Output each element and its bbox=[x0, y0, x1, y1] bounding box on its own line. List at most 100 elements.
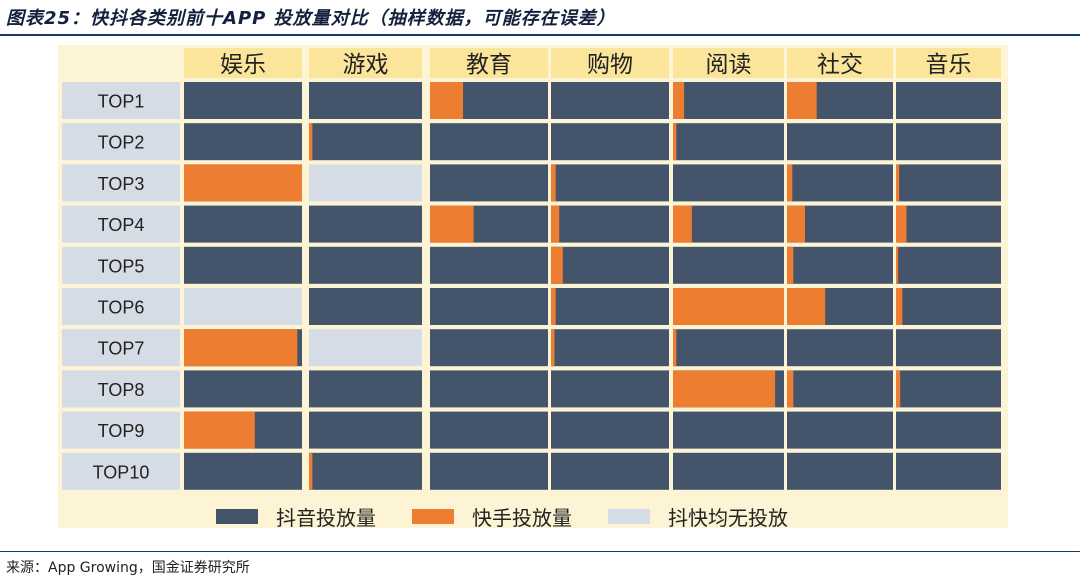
legend-label-none: 抖快均无投放 bbox=[668, 506, 788, 530]
legend-swatch-douyin bbox=[216, 509, 258, 524]
legend-item-kuaishou: 快手投放量 bbox=[412, 502, 572, 531]
column-header-bg bbox=[184, 48, 302, 78]
column-header-bg bbox=[896, 48, 1001, 78]
cell-douyin bbox=[896, 164, 1001, 202]
cell-kuaishou bbox=[673, 370, 776, 408]
cell-douyin bbox=[184, 123, 302, 161]
cell-douyin bbox=[551, 370, 669, 408]
cell-kuaishou bbox=[787, 246, 794, 284]
column-header-label: 音乐 bbox=[926, 52, 972, 78]
cell-douyin bbox=[896, 123, 1001, 161]
cell-no-ads bbox=[309, 329, 422, 367]
cell-douyin bbox=[896, 370, 1001, 408]
row-label: TOP4 bbox=[98, 215, 145, 235]
column-header-bg bbox=[430, 48, 548, 78]
row-label: TOP9 bbox=[98, 421, 145, 441]
cell-kuaishou bbox=[787, 370, 794, 408]
cell-douyin bbox=[551, 288, 669, 325]
cell-douyin bbox=[673, 164, 784, 202]
cell-kuaishou bbox=[551, 288, 556, 325]
cell-douyin bbox=[896, 452, 1001, 490]
cell-kuaishou bbox=[551, 329, 555, 367]
cell-douyin bbox=[309, 205, 422, 243]
row-label: TOP8 bbox=[98, 380, 145, 400]
cell-douyin bbox=[787, 370, 893, 408]
cell-douyin bbox=[896, 82, 1001, 119]
row-label-bg bbox=[62, 246, 180, 284]
cell-douyin bbox=[309, 370, 422, 408]
cell-douyin bbox=[787, 246, 893, 284]
cell-kuaishou bbox=[896, 246, 899, 284]
row-label-bg bbox=[62, 452, 180, 490]
cell-douyin bbox=[896, 411, 1001, 449]
cell-douyin bbox=[309, 452, 422, 490]
legend-item-none: 抖快均无投放 bbox=[608, 502, 788, 531]
column-header-label: 娱乐 bbox=[220, 52, 266, 78]
cell-kuaishou bbox=[896, 164, 900, 202]
cell-douyin bbox=[551, 246, 669, 284]
cell-douyin bbox=[430, 370, 548, 408]
cell-kuaishou bbox=[673, 123, 677, 161]
cell-kuaishou bbox=[787, 82, 817, 119]
column-header-bg bbox=[787, 48, 893, 78]
cell-kuaishou bbox=[896, 288, 903, 325]
cell-douyin bbox=[787, 452, 893, 490]
cell-no-ads bbox=[184, 288, 302, 325]
cell-douyin bbox=[551, 164, 669, 202]
source-note: 来源：App Growing，国金证券研究所 bbox=[6, 560, 250, 576]
column-header-label: 阅读 bbox=[706, 52, 752, 78]
cell-douyin bbox=[551, 123, 669, 161]
cell-douyin bbox=[184, 370, 302, 408]
column-header-label: 社交 bbox=[817, 52, 863, 78]
cell-douyin bbox=[309, 411, 422, 449]
row-label-bg bbox=[62, 205, 180, 243]
cell-douyin bbox=[551, 329, 669, 367]
figure-title: 图表25：快抖各类别前十APP 投放量对比（抽样数据，可能存在误差） bbox=[6, 8, 616, 29]
row-label: TOP10 bbox=[93, 462, 150, 482]
cell-kuaishou bbox=[551, 164, 556, 202]
row-label-bg bbox=[62, 82, 180, 119]
cell-douyin bbox=[896, 246, 1001, 284]
cell-kuaishou bbox=[551, 246, 563, 284]
column-header-label: 购物 bbox=[587, 52, 633, 78]
cell-kuaishou bbox=[184, 411, 255, 449]
cell-douyin bbox=[896, 205, 1001, 243]
cell-kuaishou bbox=[787, 205, 806, 243]
cell-douyin bbox=[551, 411, 669, 449]
cell-douyin bbox=[673, 329, 784, 367]
cell-kuaishou bbox=[551, 205, 560, 243]
cell-douyin bbox=[309, 288, 422, 325]
cell-douyin bbox=[430, 164, 548, 202]
cell-douyin bbox=[787, 164, 893, 202]
column-header-label: 游戏 bbox=[343, 52, 389, 78]
cell-kuaishou bbox=[787, 164, 793, 202]
cell-douyin bbox=[430, 123, 548, 161]
cell-douyin bbox=[309, 123, 422, 161]
cell-douyin bbox=[184, 205, 302, 243]
cell-douyin bbox=[309, 246, 422, 284]
column-header-label: 教育 bbox=[466, 52, 512, 78]
row-label-bg bbox=[62, 164, 180, 202]
cell-douyin bbox=[551, 82, 669, 119]
legend-label-douyin: 抖音投放量 bbox=[276, 506, 376, 530]
row-label-bg bbox=[62, 288, 180, 325]
row-label: TOP5 bbox=[98, 256, 145, 276]
cell-kuaishou bbox=[787, 288, 826, 325]
cell-no-ads bbox=[309, 164, 422, 202]
cell-kuaishou bbox=[673, 288, 784, 325]
cell-douyin bbox=[673, 411, 784, 449]
cell-douyin bbox=[184, 452, 302, 490]
row-label: TOP2 bbox=[98, 133, 145, 153]
cell-douyin bbox=[309, 82, 422, 119]
cell-douyin bbox=[430, 452, 548, 490]
legend-item-douyin: 抖音投放量 bbox=[216, 502, 376, 531]
cell-kuaishou bbox=[309, 452, 313, 490]
cell-kuaishou bbox=[184, 329, 298, 367]
cell-kuaishou bbox=[184, 164, 302, 202]
row-label-bg bbox=[62, 123, 180, 161]
cell-douyin bbox=[673, 123, 784, 161]
column-header-bg bbox=[309, 48, 422, 78]
row-label-bg bbox=[62, 411, 180, 449]
cell-douyin bbox=[896, 329, 1001, 367]
